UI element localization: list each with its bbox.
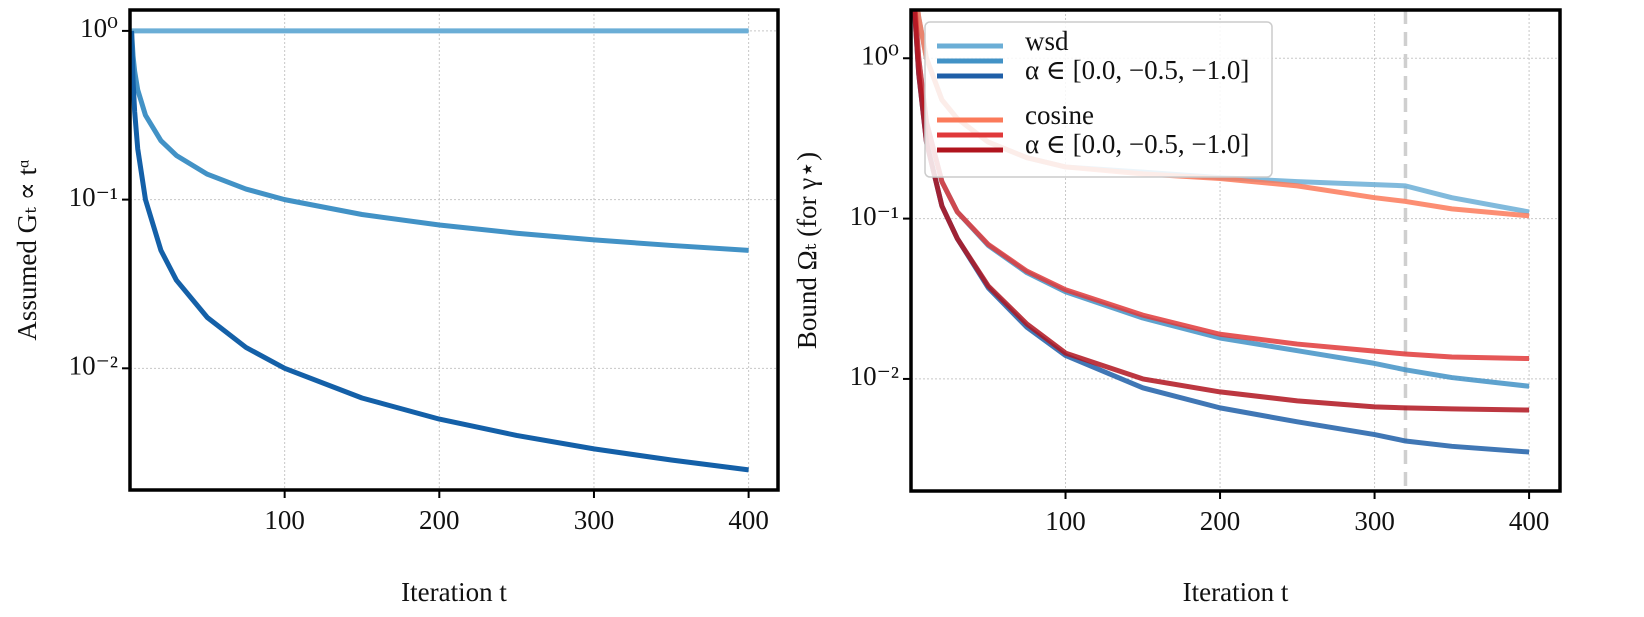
legend-box	[924, 21, 1273, 178]
legend-title: cosine	[1025, 100, 1094, 130]
x-tick-label: 200	[419, 505, 460, 535]
legend-title: wsd	[1025, 26, 1069, 56]
y-tick-label: 10⁻²	[69, 351, 118, 381]
x-tick-label: 100	[1045, 506, 1086, 536]
x-tick-label: 300	[1354, 506, 1395, 536]
y-tick-label: 10⁰	[861, 40, 899, 70]
x-tick-label: 400	[728, 505, 769, 535]
x-tick-label: 200	[1200, 506, 1241, 536]
y-tick-label: 10⁻¹	[850, 201, 899, 231]
y-tick-label: 10⁰	[80, 13, 118, 43]
y-tick-label: 10⁻²	[850, 361, 899, 391]
x-tick-label: 400	[1509, 506, 1550, 536]
y-tick-label: 10⁻¹	[69, 182, 118, 212]
axes-frame	[128, 8, 780, 492]
axes-frame	[909, 8, 1562, 493]
series-line	[130, 30, 749, 473]
legend-label: α ∈ [0.0, −0.5, −1.0]	[1025, 129, 1249, 159]
series-line	[130, 30, 749, 253]
panel: 100 200 300 400 10⁰ 10⁻¹ 10⁻² Iteration t Bound …	[792, 8, 1562, 607]
panel: 100 200 300 400 10⁰ 10⁻¹ 10⁻² Iteration t Assume…	[12, 8, 780, 607]
x-tick-label: 300	[574, 505, 615, 535]
y-axis-label: Assumed Gₜ ∝ tᵅ	[12, 159, 42, 340]
plot-area	[130, 28, 749, 473]
legend-label: α ∈ [0.0, −0.5, −1.0]	[1025, 55, 1249, 85]
x-axis-label: Iteration t	[1183, 577, 1289, 607]
y-axis-label: Bound Ωₜ (for γ⋆)	[792, 152, 822, 349]
x-tick-label: 100	[264, 505, 305, 535]
x-axis-label: Iteration t	[401, 577, 507, 607]
